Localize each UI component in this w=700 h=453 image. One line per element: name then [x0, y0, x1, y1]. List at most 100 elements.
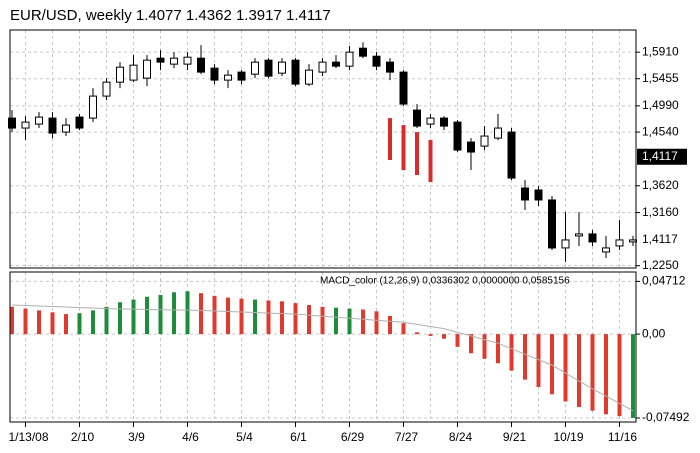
- macd-bar: [536, 334, 541, 387]
- overlay-bar: [401, 125, 406, 171]
- x-tick-label: 10/19: [553, 430, 583, 444]
- candle-body: [183, 56, 192, 65]
- macd-bar: [239, 298, 244, 335]
- x-tick-label: 11/16: [608, 430, 637, 444]
- candle-body: [345, 51, 354, 67]
- candle-body: [224, 74, 232, 81]
- macd-bar: [145, 296, 149, 335]
- candle-body: [89, 95, 97, 119]
- macd-bar: [482, 334, 487, 359]
- candle-body: [62, 124, 70, 133]
- candle-body: [629, 239, 637, 243]
- candle-body: [197, 57, 205, 73]
- overlay-bar: [428, 140, 433, 183]
- macd-title: MACD_color (12,26,9) 0,0336302 0,0000000…: [320, 276, 570, 287]
- candle-body: [386, 61, 394, 73]
- y-tick-label: 1,5455: [642, 71, 679, 85]
- candle-body: [521, 187, 529, 201]
- candle-body: [399, 71, 408, 105]
- candle-body: [413, 109, 421, 127]
- candle-body: [548, 199, 556, 249]
- macd-bar: [415, 332, 419, 335]
- candle-body: [102, 81, 111, 97]
- macd-bar: [50, 312, 55, 335]
- candle-body: [8, 117, 16, 129]
- macd-bar: [266, 300, 271, 335]
- x-tick-label: 4/6: [182, 430, 199, 444]
- candle-body: [210, 67, 219, 81]
- macd-bar: [91, 310, 95, 335]
- candle-body: [602, 247, 610, 253]
- macd-bar: [455, 334, 460, 347]
- macd-bar: [212, 295, 217, 335]
- overlay-bar: [388, 118, 392, 161]
- macd-bar: [577, 334, 581, 407]
- last-price-box: [637, 148, 687, 165]
- macd-bar: [563, 334, 568, 402]
- panel-frame: [9, 271, 637, 423]
- macd-bar: [428, 334, 433, 336]
- x-tick-label: 7/27: [395, 430, 419, 444]
- last-price-label: 1,4117: [642, 149, 678, 163]
- price-tag-label: 1,4117: [642, 232, 678, 246]
- macd-bar: [617, 334, 622, 417]
- candle-body: [35, 116, 43, 125]
- macd-bar: [442, 334, 446, 339]
- candle-body: [575, 233, 583, 237]
- candle-body: [143, 59, 151, 79]
- macd-bar: [77, 313, 82, 335]
- x-tick-label: 6/29: [341, 430, 365, 444]
- x-tick-label: 6/1: [290, 430, 307, 444]
- macd-bar: [631, 334, 635, 418]
- candle-body: [251, 61, 259, 75]
- macd-bar: [64, 314, 68, 335]
- x-tick-label: 2/10: [71, 430, 95, 444]
- macd-bar: [590, 334, 595, 411]
- chart-title: EUR/USD, weekly 1.4077 1.4362 1.3917 1.4…: [10, 7, 331, 24]
- macd-bar: [104, 306, 109, 335]
- signal-line: [11, 304, 634, 412]
- macd-bar: [347, 308, 352, 335]
- candle-body: [426, 117, 435, 125]
- macd-bar: [10, 306, 14, 335]
- x-tick-label: 9/21: [503, 430, 527, 444]
- x-tick-label: 5/4: [236, 430, 253, 444]
- candle-body: [156, 57, 165, 63]
- macd-bar: [388, 315, 392, 335]
- candle-body: [170, 57, 178, 65]
- macd-bar: [226, 297, 230, 335]
- macd-bar: [131, 299, 136, 335]
- macd-bar: [23, 308, 28, 335]
- macd-bar: [374, 311, 379, 335]
- macd-bar: [604, 334, 608, 415]
- candle-body: [507, 131, 516, 179]
- macd-bar: [334, 307, 338, 335]
- candle-body: [561, 239, 570, 249]
- candle-body: [372, 55, 381, 67]
- macd-bar: [37, 310, 41, 335]
- candle-body: [480, 135, 489, 147]
- macd-bar: [280, 301, 284, 335]
- macd-bar: [307, 305, 311, 335]
- candle-body: [332, 61, 340, 67]
- macd-bar: [320, 306, 325, 335]
- candle-body: [318, 61, 327, 73]
- candle-body: [453, 121, 462, 151]
- macd-bar: [199, 293, 203, 335]
- macd-bar: [469, 334, 473, 354]
- x-tick-label: 3/9: [128, 430, 145, 444]
- candle-body: [48, 117, 57, 134]
- candle-body: [359, 47, 367, 57]
- y-tick-label: 1,5910: [642, 44, 679, 58]
- macd-bar: [253, 299, 257, 335]
- y-tick-label: 1,3160: [642, 205, 679, 219]
- macd-bar: [158, 294, 163, 335]
- macd-bar: [185, 291, 190, 335]
- macd-bar: [361, 309, 365, 335]
- candle-body: [588, 233, 597, 243]
- candle-body: [75, 116, 84, 129]
- y-tick-label: 0,00: [642, 326, 666, 340]
- y-tick-label: 1,4540: [642, 124, 679, 138]
- candle-body: [129, 64, 138, 81]
